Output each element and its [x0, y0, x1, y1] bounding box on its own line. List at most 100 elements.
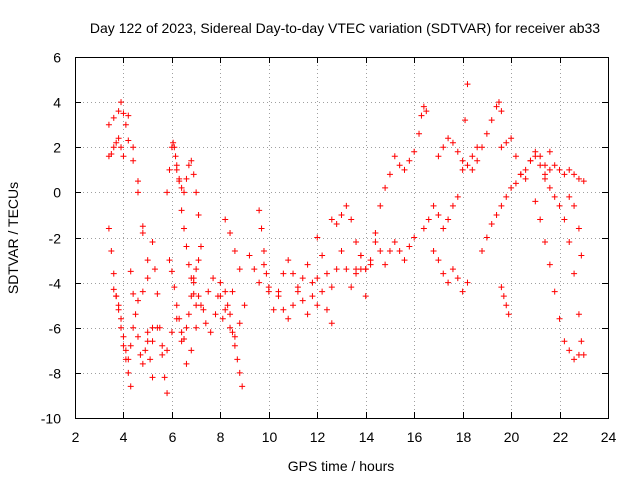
- series-sat-t: [353, 234, 418, 273]
- data-point: [532, 148, 539, 155]
- x-tick-label: 10: [262, 429, 278, 445]
- plot-frame: [75, 57, 609, 419]
- data-point: [566, 193, 573, 200]
- series-sat-j: [173, 157, 204, 250]
- data-point: [125, 137, 132, 144]
- series-sat-z: [498, 135, 587, 185]
- data-point: [178, 184, 185, 191]
- data-point: [260, 248, 267, 255]
- data-point: [185, 261, 192, 268]
- data-point: [120, 333, 127, 340]
- data-point: [396, 162, 403, 169]
- data-point: [241, 302, 248, 309]
- data-point: [294, 284, 301, 291]
- data-point: [236, 320, 243, 327]
- data-point: [503, 193, 510, 200]
- data-point: [127, 268, 134, 275]
- data-point: [193, 189, 200, 196]
- data-point: [115, 302, 122, 309]
- data-point: [319, 252, 326, 259]
- data-point: [139, 288, 146, 295]
- data-point: [118, 144, 125, 151]
- grid-lines: [75, 57, 608, 418]
- data-point: [205, 288, 212, 295]
- data-point: [333, 266, 340, 273]
- series-sat-l: [197, 293, 248, 340]
- data-point: [176, 175, 183, 182]
- data-point: [498, 144, 505, 151]
- x-tick-label: 4: [120, 429, 128, 445]
- data-point: [323, 306, 330, 313]
- series-sat-k: [190, 275, 236, 322]
- data-point: [575, 175, 582, 182]
- data-point: [319, 288, 326, 295]
- data-point: [546, 184, 553, 191]
- y-tick-label: 0: [53, 185, 61, 201]
- data-point: [353, 239, 360, 246]
- data-point: [299, 275, 306, 282]
- data-point: [527, 157, 534, 164]
- series-sat-u: [391, 103, 430, 173]
- y-tick-label: -10: [41, 411, 61, 427]
- data-point: [401, 257, 408, 264]
- data-point: [171, 284, 178, 291]
- data-point: [430, 248, 437, 255]
- data-point: [181, 336, 188, 343]
- data-point: [130, 290, 137, 297]
- data-point: [231, 333, 238, 340]
- data-point: [508, 135, 515, 142]
- series-sat-c: [105, 225, 134, 390]
- data-point: [391, 153, 398, 160]
- data-point: [406, 157, 413, 164]
- data-point: [231, 248, 238, 255]
- data-point: [338, 211, 345, 218]
- data-point: [108, 248, 115, 255]
- series-sat-d: [110, 286, 146, 363]
- y-tick-label: 4: [53, 95, 61, 111]
- data-point: [258, 225, 265, 232]
- data-point: [435, 257, 442, 264]
- data-point: [309, 279, 316, 286]
- y-tick-labels: -10 -8 -6 -4 -2 0 2 4 6: [41, 50, 61, 427]
- data-point: [200, 306, 207, 313]
- data-point: [137, 351, 144, 358]
- x-tick-label: 22: [553, 429, 569, 445]
- data-point: [149, 374, 156, 381]
- data-point: [314, 302, 321, 309]
- data-point: [193, 266, 200, 273]
- data-point: [212, 311, 219, 318]
- data-point: [551, 162, 558, 169]
- data-point: [185, 162, 192, 169]
- data-point: [542, 162, 549, 169]
- data-point: [118, 99, 125, 106]
- data-point: [459, 166, 466, 173]
- data-point: [229, 329, 236, 336]
- data-point: [251, 266, 258, 273]
- axis-ticks: [75, 57, 609, 419]
- data-point: [571, 171, 578, 178]
- data-point: [168, 329, 175, 336]
- data-point: [449, 266, 456, 273]
- data-point: [115, 135, 122, 142]
- data-point: [161, 374, 168, 381]
- data-point: [285, 257, 292, 264]
- x-axis-label: GPS time / hours: [288, 458, 395, 474]
- data-point: [425, 216, 432, 223]
- data-point: [275, 293, 282, 300]
- data-point: [546, 261, 553, 268]
- data-point: [571, 356, 578, 363]
- data-point: [173, 302, 180, 309]
- data-point: [183, 243, 190, 250]
- data-point: [285, 315, 292, 322]
- data-point: [290, 270, 297, 277]
- data-point: [343, 202, 350, 209]
- data-point: [132, 311, 139, 318]
- data-point: [236, 266, 243, 273]
- data-point: [314, 275, 321, 282]
- x-tick-label: 24: [601, 429, 617, 445]
- data-point: [164, 189, 171, 196]
- data-point: [386, 171, 393, 178]
- data-point: [551, 288, 558, 295]
- data-point: [195, 257, 202, 264]
- series-sat-w: [435, 135, 481, 169]
